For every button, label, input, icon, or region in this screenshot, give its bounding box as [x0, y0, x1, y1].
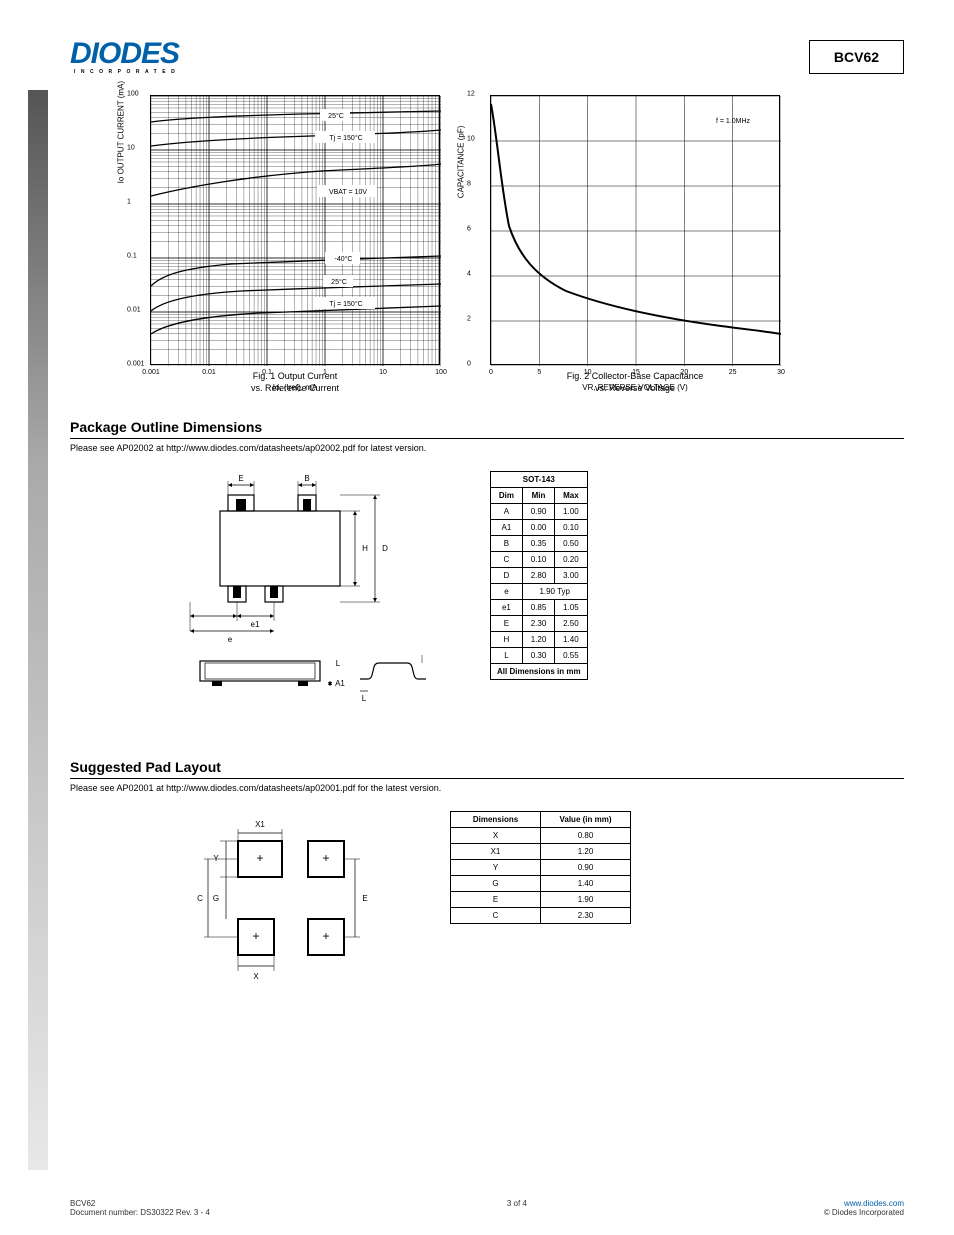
- logo-subtext: INCORPORATED: [70, 69, 240, 75]
- logo-text: DIODES: [70, 40, 240, 67]
- pkg-drawing: EBHDe1eA1LACL: [170, 471, 430, 734]
- section-fp-title: Suggested Pad Layout: [70, 759, 904, 779]
- logo: DIODES INCORPORATED: [70, 40, 240, 75]
- svg-text:D: D: [382, 544, 388, 553]
- svg-text:L: L: [336, 659, 341, 668]
- svg-text:+: +: [322, 929, 329, 943]
- svg-text:E: E: [362, 894, 367, 903]
- svg-text:Tj = 150°C: Tj = 150°C: [329, 300, 362, 308]
- pkg-dim-table: SOT-143DimMinMaxA0.901.00A10.000.10B0.35…: [490, 471, 588, 680]
- part-number-box: BCV62: [809, 40, 904, 74]
- svg-text:E: E: [238, 474, 243, 483]
- svg-text:-40°C: -40°C: [335, 255, 353, 263]
- svg-text:Y: Y: [213, 854, 219, 863]
- chart-2-svg: [491, 96, 781, 366]
- svg-text:+: +: [256, 851, 263, 865]
- svg-text:e1: e1: [251, 620, 260, 629]
- section-fp-sub: Please see AP02001 at http://www.diodes.…: [70, 783, 904, 793]
- svg-text:A1: A1: [335, 679, 345, 688]
- svg-text:+: +: [322, 851, 329, 865]
- svg-text:25°C: 25°C: [331, 278, 347, 286]
- chart-1: 25°C Tj = 150°C VBAT = 10V -40°C 25°C Tj = 15…: [150, 95, 440, 365]
- svg-text:Tj = 150°C: Tj = 150°C: [329, 134, 362, 142]
- chart-1-xlabel: Io, (Iref), mA: [151, 383, 439, 392]
- section-pkg-sub: Please see AP02002 at http://www.diodes.…: [70, 443, 904, 453]
- svg-text:G: G: [213, 894, 219, 903]
- chart-2: CAPACITANCE (pF) VR, REVERSE VOLTAGE (V)…: [490, 95, 780, 365]
- svg-text:25°C: 25°C: [328, 112, 344, 120]
- chart-1-ylabel: Io OUTPUT CURRENT (mA): [117, 81, 126, 183]
- chart-1-wrap: 25°C Tj = 150°C VBAT = 10V -40°C 25°C Tj = 15…: [150, 95, 440, 394]
- svg-text:VBAT = 10V: VBAT = 10V: [329, 189, 367, 196]
- chart-1-svg: 25°C Tj = 150°C VBAT = 10V -40°C 25°C Tj = 15…: [151, 96, 441, 366]
- chart-2-xlabel: VR, REVERSE VOLTAGE (V): [491, 383, 779, 392]
- footer-left: BCV62 Document number: DS30322 Rev. 3 - …: [70, 1199, 210, 1217]
- fp-drawing: + + + + X1 Y G C E X: [190, 811, 390, 1014]
- footer-right: www.diodes.com © Diodes Incorporated: [824, 1199, 904, 1217]
- svg-text:X1: X1: [255, 820, 265, 829]
- page-header: DIODES INCORPORATED BCV62: [70, 40, 904, 75]
- chart-2-wrap: CAPACITANCE (pF) VR, REVERSE VOLTAGE (V)…: [490, 95, 780, 394]
- svg-text:L: L: [362, 694, 367, 703]
- page-footer: BCV62 Document number: DS30322 Rev. 3 - …: [70, 1199, 904, 1217]
- section-pkg-title: Package Outline Dimensions: [70, 419, 904, 439]
- footer-center: 3 of 4: [507, 1199, 527, 1217]
- svg-text:B: B: [304, 474, 309, 483]
- svg-text:C: C: [197, 894, 203, 903]
- svg-text:X: X: [253, 972, 259, 981]
- fp-dim-table: DimensionsValue (in mm)X0.80X11.20Y0.90G…: [450, 811, 631, 924]
- footer-link[interactable]: www.diodes.com: [844, 1199, 904, 1208]
- chart-2-note: f = 1.0MHz: [716, 118, 750, 125]
- chart-2-ylabel: CAPACITANCE (pF): [457, 126, 466, 199]
- svg-text:+: +: [252, 929, 259, 943]
- svg-text:e: e: [228, 635, 233, 644]
- svg-text:H: H: [362, 544, 368, 553]
- side-gradient: [28, 90, 48, 1170]
